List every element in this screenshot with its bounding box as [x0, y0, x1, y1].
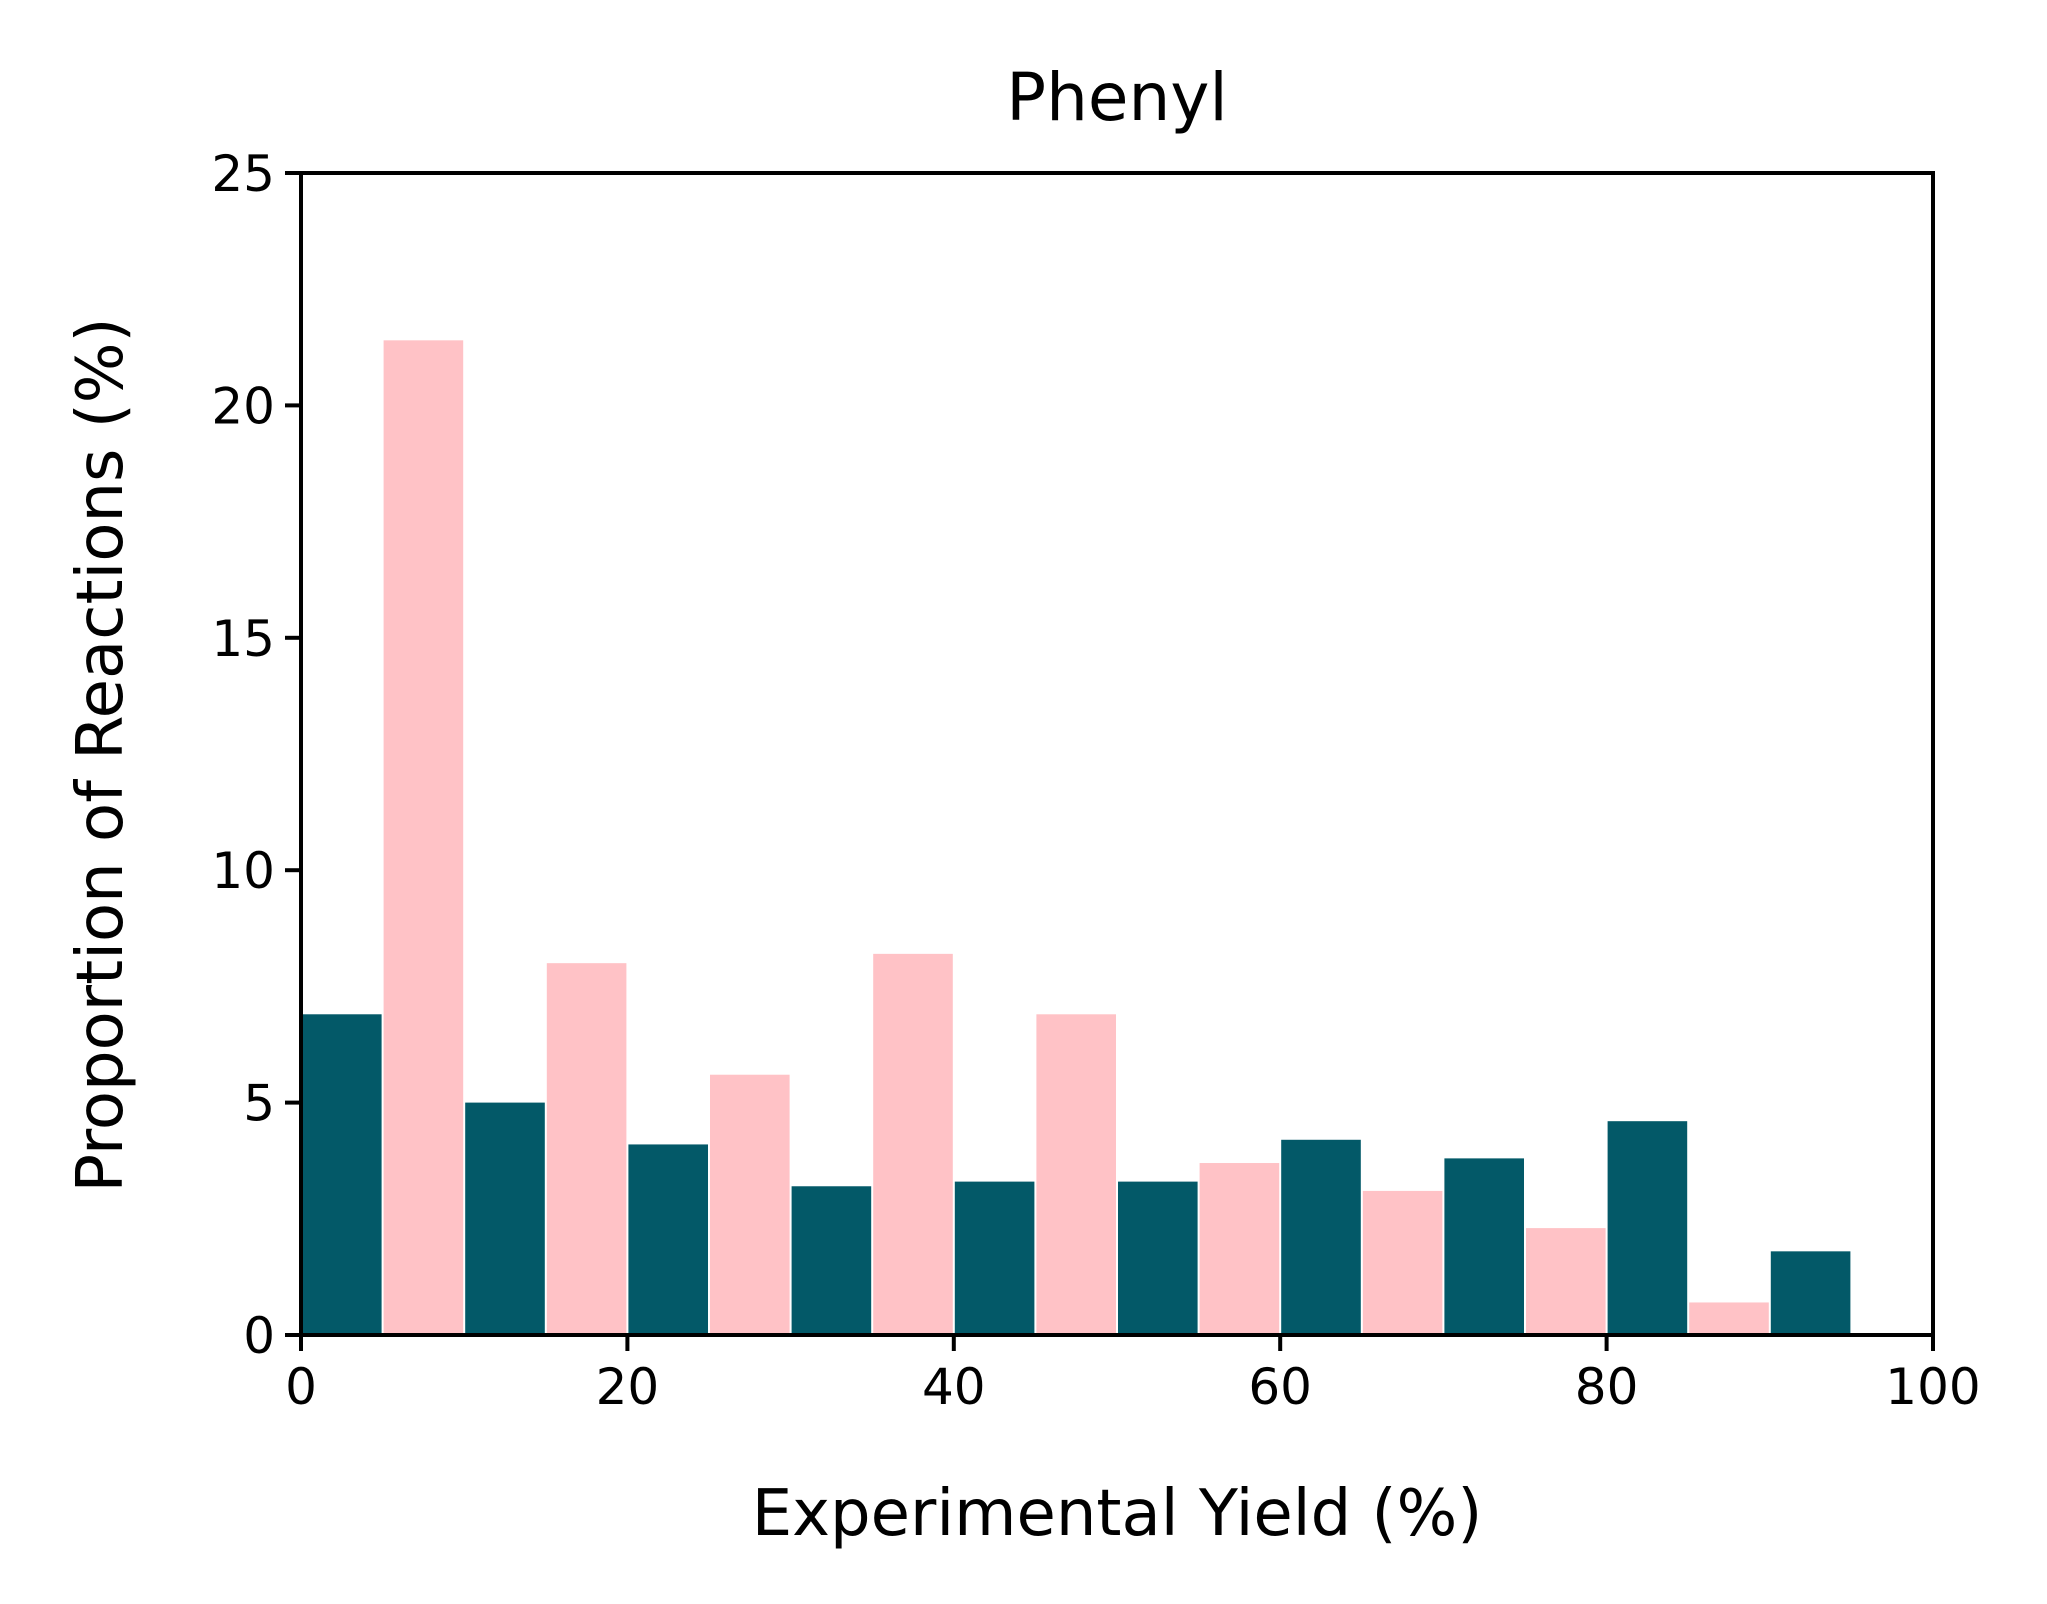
y-tick-label: 25	[211, 145, 275, 203]
bar-series-2-bin-8	[1526, 1228, 1606, 1335]
bar-series-2-bin-7	[1362, 1190, 1443, 1335]
chart-title: Phenyl	[1006, 59, 1227, 136]
bar-series-1-bin-4	[791, 1186, 872, 1335]
bars-layer	[302, 340, 1851, 1335]
bar-series-2-bin-5	[1036, 1014, 1116, 1335]
x-tick-label: 20	[596, 1358, 660, 1416]
axes-layer: 0 20 40 60 80 100 0 5 10 15 20 25	[211, 145, 1980, 1416]
y-tick-label: 10	[211, 842, 275, 900]
x-axis-title: Experimental Yield (%)	[752, 1477, 1483, 1551]
bar-series-2-bin-1	[383, 340, 464, 1335]
x-tick-label: 100	[1885, 1358, 1980, 1416]
bar-series-2-bin-4	[873, 953, 953, 1335]
x-tick-label: 60	[1248, 1358, 1312, 1416]
x-tick-label: 0	[285, 1358, 317, 1416]
bar-series-1-bin-7	[1281, 1139, 1361, 1335]
bar-series-2-bin-3	[710, 1074, 790, 1335]
y-tick-label: 20	[211, 377, 275, 435]
y-tick-label: 0	[243, 1307, 275, 1365]
bar-series-1-bin-2	[465, 1102, 545, 1335]
bar-series-1-bin-5	[954, 1181, 1035, 1335]
bar-series-1-bin-9	[1607, 1121, 1688, 1335]
x-tick-label: 40	[922, 1358, 986, 1416]
bar-series-2-bin-6	[1199, 1163, 1280, 1335]
bar-series-2-bin-2	[546, 963, 627, 1335]
plot-frame	[299, 171, 1935, 1337]
bar-series-1-bin-10	[1770, 1251, 1851, 1335]
bar-series-1-bin-1	[302, 1014, 382, 1335]
y-tick-label: 15	[211, 610, 275, 668]
bar-series-2-bin-9	[1689, 1302, 1769, 1335]
y-tick-label: 5	[243, 1075, 275, 1133]
bar-series-1-bin-3	[628, 1144, 708, 1335]
bar-series-1-bin-8	[1444, 1158, 1524, 1335]
y-axis-title: Proportion of Reactions (%)	[64, 318, 138, 1193]
bar-series-1-bin-6	[1118, 1181, 1198, 1335]
x-tick-label: 80	[1575, 1358, 1639, 1416]
